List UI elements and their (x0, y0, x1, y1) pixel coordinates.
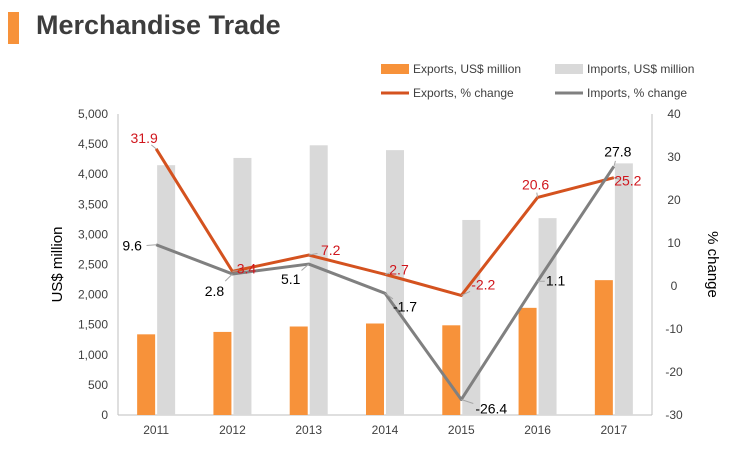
x-tick-label: 2016 (524, 423, 551, 437)
data-label: 1.1 (546, 272, 566, 288)
bar (386, 150, 404, 415)
data-label: 7.2 (321, 242, 341, 258)
x-tick-label: 2011 (143, 423, 169, 437)
y-tick-label: 1,500 (78, 318, 108, 332)
y-tick-label: 3,000 (78, 227, 108, 241)
data-label-leader (613, 160, 616, 167)
data-label-leader (384, 292, 394, 300)
data-label: 25.2 (614, 173, 641, 189)
data-label: 2.8 (205, 283, 225, 299)
bar (614, 163, 633, 415)
data-label: 3.4 (237, 260, 257, 276)
y2-tick-label: 0 (671, 279, 678, 293)
x-tick-label: 2015 (448, 423, 475, 437)
y2-tick-label: -10 (665, 322, 683, 336)
data-label-leader (151, 144, 157, 150)
x-tick-label: 2014 (372, 423, 399, 437)
data-label: -26.4 (475, 401, 507, 417)
x-tick-label: 2017 (601, 423, 628, 437)
y-tick-label: 4,500 (78, 137, 108, 151)
bar (233, 157, 252, 416)
bar (309, 145, 328, 415)
bar (462, 219, 481, 415)
data-label: 31.9 (131, 130, 158, 146)
data-label-leader (301, 263, 310, 271)
y2-tick-label: 10 (667, 236, 681, 250)
x-tick-label: 2013 (295, 423, 322, 437)
data-label: 5.1 (281, 271, 301, 287)
data-label-leader (232, 270, 239, 272)
bar (594, 280, 613, 415)
bar (289, 326, 308, 415)
y-tick-label: 1,000 (78, 348, 108, 362)
legend-entry: Exports, % change (413, 86, 514, 100)
y-tick-label: 2,000 (78, 288, 108, 302)
page-title: Merchandise Trade (36, 10, 281, 40)
y2-tick-label: 20 (667, 193, 681, 207)
bar (213, 331, 232, 415)
legend-swatch (381, 64, 409, 74)
data-label-leader (461, 291, 471, 296)
data-label: -2.2 (471, 276, 495, 292)
y-tick-label: 4,000 (78, 167, 108, 181)
legend-entry: Imports, US$ million (587, 62, 694, 76)
bar (538, 218, 557, 415)
data-label-leader (308, 252, 318, 256)
y-axis-title: US$ million (49, 227, 66, 303)
y-tick-label: 3,500 (78, 197, 108, 211)
data-label-leader (146, 244, 157, 247)
data-label-leader (384, 272, 391, 275)
data-label-leader (613, 177, 620, 180)
legend-entry: Imports, % change (587, 86, 687, 100)
bar (442, 325, 461, 415)
bar (157, 165, 176, 415)
x-tick-label: 2012 (219, 423, 246, 437)
y2-tick-label: 30 (667, 150, 681, 164)
data-label: 2.7 (389, 261, 409, 277)
data-label-leader (536, 192, 539, 198)
y2-tick-label: -20 (665, 365, 683, 379)
y2-tick-label: -30 (665, 408, 683, 422)
legend-swatch (555, 64, 583, 74)
data-label: 27.8 (604, 143, 631, 159)
y2-axis-title: % change (704, 231, 721, 298)
data-label: 9.6 (122, 238, 142, 254)
bar (366, 323, 384, 415)
data-label: -1.7 (393, 298, 417, 314)
y-tick-label: 500 (88, 378, 108, 392)
bar (518, 307, 537, 415)
legend-entry: Exports, US$ million (413, 62, 521, 76)
data-label-leader (224, 273, 233, 282)
y-tick-label: 5,000 (78, 107, 108, 121)
y2-tick-label: 40 (667, 107, 681, 121)
data-label: 20.6 (522, 176, 549, 192)
y-tick-label: 2,500 (78, 258, 108, 272)
y-tick-label: 0 (101, 408, 108, 422)
bar (137, 334, 156, 415)
title-accent-bar (8, 12, 19, 44)
data-label-leader (461, 399, 474, 404)
